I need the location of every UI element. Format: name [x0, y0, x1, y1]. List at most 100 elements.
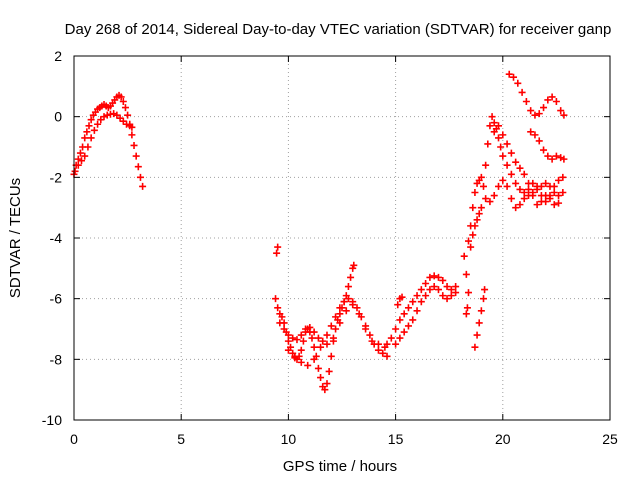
data-point [525, 185, 533, 193]
data-point [469, 231, 477, 239]
data-point [284, 346, 292, 354]
data-point [495, 182, 503, 190]
data-point [396, 334, 404, 342]
data-point [507, 149, 515, 157]
chart-title: Day 268 of 2014, Sidereal Day-to-day VTE… [65, 21, 612, 38]
data-point [100, 113, 108, 121]
data-point [422, 280, 430, 287]
data-point [555, 192, 563, 200]
data-point [374, 340, 382, 348]
data-point [409, 316, 417, 324]
data-point [128, 131, 136, 139]
data-point [525, 179, 533, 187]
data-point [383, 340, 391, 348]
data-point [475, 210, 483, 218]
grid-lines [74, 56, 610, 420]
data-point [482, 195, 490, 203]
data-point [297, 346, 305, 354]
data-point [537, 198, 545, 206]
data-point [74, 155, 82, 163]
data-point [87, 134, 95, 142]
data-point [546, 195, 554, 203]
data-point [78, 157, 86, 165]
data-point [439, 276, 447, 284]
data-point [306, 323, 314, 331]
data-point [110, 110, 118, 118]
data-point [462, 310, 470, 318]
data-point [452, 289, 460, 297]
data-point [297, 331, 305, 339]
data-point [544, 96, 552, 104]
data-point [355, 310, 363, 318]
data-point [471, 189, 479, 196]
data-point [473, 216, 481, 224]
data-point [332, 313, 340, 321]
data-point [497, 143, 505, 151]
data-point [302, 325, 310, 333]
data-point [522, 98, 530, 105]
data-point [486, 122, 494, 130]
y-tick-label: -4 [50, 230, 63, 246]
data-point [552, 98, 560, 105]
data-point [447, 292, 455, 300]
data-point [469, 204, 477, 212]
data-point [560, 111, 568, 119]
data-point [317, 343, 325, 351]
data-point [481, 286, 489, 294]
data-point [291, 352, 299, 360]
data-point [347, 273, 355, 281]
data-point [550, 201, 558, 209]
data-point [293, 336, 301, 344]
data-point [278, 313, 286, 321]
data-point [422, 292, 430, 300]
data-point [299, 337, 307, 345]
data-point [297, 358, 305, 366]
data-point [74, 161, 82, 169]
data-point [499, 131, 507, 139]
data-point [76, 149, 84, 157]
y-tick-label: -10 [42, 412, 62, 428]
data-point [321, 386, 329, 394]
data-point [520, 195, 528, 203]
data-point [464, 237, 472, 245]
data-point [379, 349, 387, 357]
data-point [520, 189, 528, 196]
data-point [452, 283, 460, 291]
data-point [477, 307, 485, 315]
data-point [557, 107, 565, 115]
data-point [430, 272, 438, 280]
data-point [512, 179, 520, 187]
data-point [535, 137, 543, 145]
data-point [81, 134, 89, 142]
data-point [467, 243, 475, 251]
data-point [434, 273, 442, 281]
data-point [503, 182, 511, 190]
data-point [439, 292, 447, 300]
data-point [398, 293, 406, 301]
data-point [323, 340, 331, 348]
data-point [471, 343, 479, 351]
data-point [323, 331, 331, 339]
data-point [310, 328, 318, 336]
data-point [336, 304, 344, 312]
data-point [123, 120, 131, 128]
data-point [486, 198, 494, 206]
data-point [518, 88, 526, 96]
data-point [463, 304, 471, 312]
data-point [71, 167, 79, 175]
data-point [477, 204, 485, 212]
data-point [117, 93, 125, 101]
x-tick-label: 20 [495, 431, 511, 447]
data-point [136, 173, 144, 181]
data-point [447, 286, 455, 294]
data-point [124, 111, 132, 119]
data-point [284, 337, 292, 345]
data-point [349, 301, 357, 309]
data-point [103, 111, 111, 119]
data-point [533, 182, 541, 190]
y-tick-label: 2 [54, 48, 62, 64]
data-point [559, 189, 567, 196]
data-point [353, 304, 361, 312]
data-point [503, 161, 511, 169]
x-tick-label: 10 [281, 431, 297, 447]
